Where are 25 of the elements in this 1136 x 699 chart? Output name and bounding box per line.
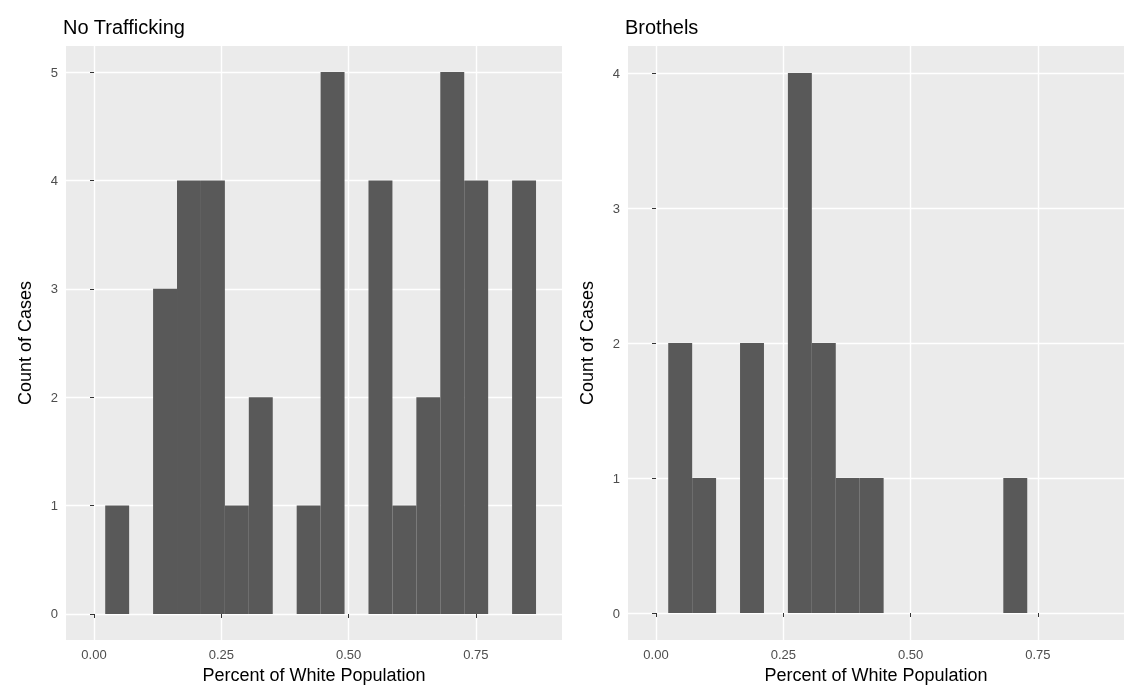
y-tick-label: 4 bbox=[50, 172, 58, 188]
chart-title: Brothels bbox=[625, 16, 699, 38]
x-tick-label: 0.50 bbox=[335, 647, 362, 662]
x-tick-label: 0.75 bbox=[463, 647, 489, 662]
y-tick-label: 3 bbox=[50, 281, 58, 297]
y-tick-label: 1 bbox=[612, 470, 620, 486]
y-tick-label: 0 bbox=[50, 606, 58, 622]
x-tick-label: 0.75 bbox=[1025, 647, 1051, 662]
y-axis-title: Count of Cases bbox=[577, 280, 597, 406]
y-tick-label: 2 bbox=[612, 335, 620, 351]
chart-title: No Trafficking bbox=[63, 16, 185, 38]
x-tick-label: 0.00 bbox=[81, 647, 107, 662]
x-axis-title: Percent of White Population bbox=[202, 665, 426, 685]
y-axis-title: Count of Cases bbox=[15, 280, 35, 406]
y-tick-label: 4 bbox=[612, 65, 620, 81]
x-axis-title: Percent of White Population bbox=[764, 665, 988, 685]
y-tick-label: 3 bbox=[612, 200, 620, 216]
y-tick-label: 2 bbox=[50, 389, 58, 405]
x-tick-label: 0.50 bbox=[897, 647, 924, 662]
x-tick-label: 0.25 bbox=[770, 647, 796, 662]
y-tick-label: 5 bbox=[50, 64, 58, 80]
x-tick-label: 0.00 bbox=[643, 647, 669, 662]
y-tick-label: 1 bbox=[50, 498, 58, 514]
x-tick-label: 0.25 bbox=[208, 647, 234, 662]
y-tick-label: 0 bbox=[612, 605, 620, 621]
